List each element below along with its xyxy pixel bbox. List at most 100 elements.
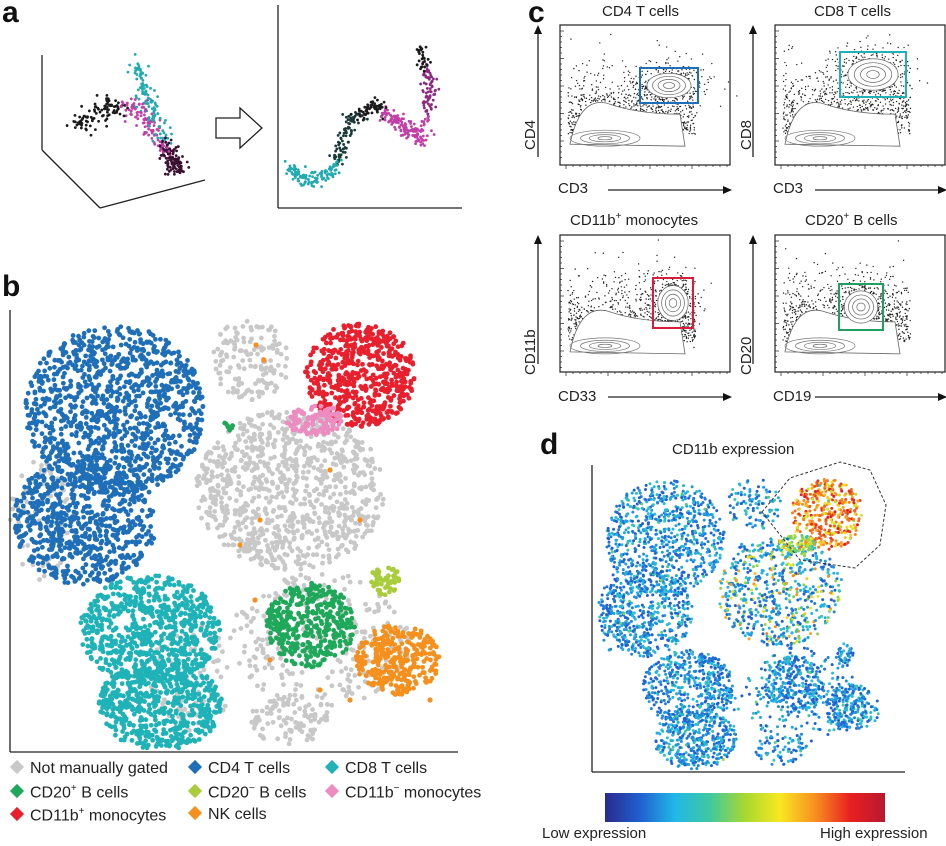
- trajectory-point-2d: [349, 112, 353, 116]
- tsne-point: [36, 553, 42, 559]
- trajectory-point-2d: [373, 107, 377, 111]
- tsne-point: [196, 505, 202, 511]
- tsne-point: [166, 395, 171, 401]
- trajectory-point-3d: [173, 166, 176, 169]
- trajectory-point-3d: [76, 121, 80, 125]
- tsne-point: [254, 552, 260, 558]
- tsne-point: [368, 446, 374, 452]
- tsne-point: [205, 522, 210, 527]
- tsne-point: [377, 410, 383, 416]
- tsne-point: [335, 434, 341, 440]
- tsne-point: [88, 429, 94, 435]
- tsne-point: [87, 338, 92, 344]
- tsne-point: [362, 531, 368, 536]
- tsne-point: [343, 693, 349, 699]
- trajectory-point-3d: [124, 108, 128, 112]
- tsne-point: [98, 476, 104, 482]
- tsne-point: [131, 472, 137, 478]
- trajectory-point-3d: [140, 87, 144, 91]
- tsne-point: [262, 665, 268, 671]
- tsne-point: [389, 383, 395, 388]
- trajectory-point-3d: [128, 63, 132, 67]
- tsne-point: [78, 573, 84, 579]
- tsne-point: [332, 455, 338, 461]
- tsne-point: [144, 421, 150, 427]
- tsne-point: [346, 598, 351, 603]
- tsne-point: [312, 403, 318, 409]
- tsne-point: [157, 460, 163, 466]
- tsne-point: [250, 509, 256, 514]
- tsne-point: [65, 444, 71, 450]
- trajectory-point-3d: [140, 105, 144, 109]
- trajectory-point-2d: [430, 103, 433, 106]
- tsne-point: [397, 393, 403, 399]
- trajectory-point-3d: [80, 121, 84, 125]
- tsne-point: [265, 543, 270, 548]
- trajectory-point-2d: [382, 100, 386, 104]
- tsne-point: [153, 383, 159, 389]
- tsne-point: [71, 500, 76, 506]
- trajectory-point-3d: [133, 107, 137, 111]
- tsne-point: [258, 643, 264, 648]
- tsne-point: [302, 560, 307, 566]
- tsne-point: [368, 470, 374, 476]
- tsne-point: [293, 457, 299, 462]
- tsne-point: [298, 566, 304, 572]
- tsne-point: [248, 363, 254, 369]
- trajectory-point-3d: [166, 152, 170, 156]
- tsne-point: [244, 615, 250, 620]
- tsne-point: [336, 513, 342, 519]
- tsne-point: [127, 426, 133, 431]
- trajectory-point-2d: [432, 77, 435, 81]
- tsne-point: [365, 523, 370, 528]
- tsne-point: [322, 468, 328, 474]
- tsne-point: [400, 340, 406, 346]
- trajectory-point-2d: [292, 164, 296, 167]
- trajectory-point-3d: [115, 109, 119, 112]
- tsne-point: [225, 542, 231, 548]
- tsne-point: [108, 393, 114, 399]
- trajectory-point-3d: [97, 107, 100, 111]
- tsne-point: [310, 736, 316, 742]
- tsne-point: [306, 415, 311, 420]
- tsne-point: [331, 505, 337, 510]
- trajectory-point-3d: [166, 162, 170, 165]
- trajectory-point-2d: [335, 164, 339, 167]
- tsne-point: [107, 523, 112, 529]
- trajectory-point-3d: [121, 102, 125, 105]
- trajectory-point-2d: [397, 121, 400, 125]
- tsne-point: [282, 444, 287, 450]
- tsne-point: [266, 345, 272, 351]
- tsne-point: [88, 440, 94, 446]
- tsne-point: [321, 346, 327, 352]
- tsne-point: [260, 390, 266, 396]
- trajectory-point-2d: [365, 117, 369, 121]
- tsne-point: [148, 429, 154, 435]
- tsne-point: [232, 464, 238, 470]
- tsne-point: [342, 497, 348, 502]
- tsne-point: [319, 571, 325, 577]
- tsne-point: [255, 351, 260, 357]
- tsne-point: [378, 491, 384, 497]
- tsne-point: [239, 348, 244, 354]
- tsne-point: [324, 413, 329, 419]
- tsne-point: [251, 615, 256, 621]
- tsne-point: [302, 496, 308, 502]
- tsne-point: [265, 442, 271, 448]
- tsne-point: [167, 371, 173, 376]
- trajectory-point-2d: [303, 165, 307, 168]
- tsne-point: [107, 484, 113, 490]
- tsne-point: [63, 568, 68, 574]
- trajectory-point-2d: [424, 138, 428, 142]
- tsne-point: [200, 404, 206, 409]
- tsne-point: [320, 560, 325, 566]
- tsne-point: [81, 330, 87, 336]
- tsne-point: [67, 553, 73, 559]
- tsne-point: [44, 396, 49, 401]
- tsne-point: [154, 476, 160, 482]
- trajectory-point-2d: [421, 142, 425, 146]
- tsne-point: [348, 434, 354, 440]
- tsne-point: [71, 340, 76, 346]
- tsne-point: [286, 421, 292, 426]
- tsne-point: [350, 467, 356, 473]
